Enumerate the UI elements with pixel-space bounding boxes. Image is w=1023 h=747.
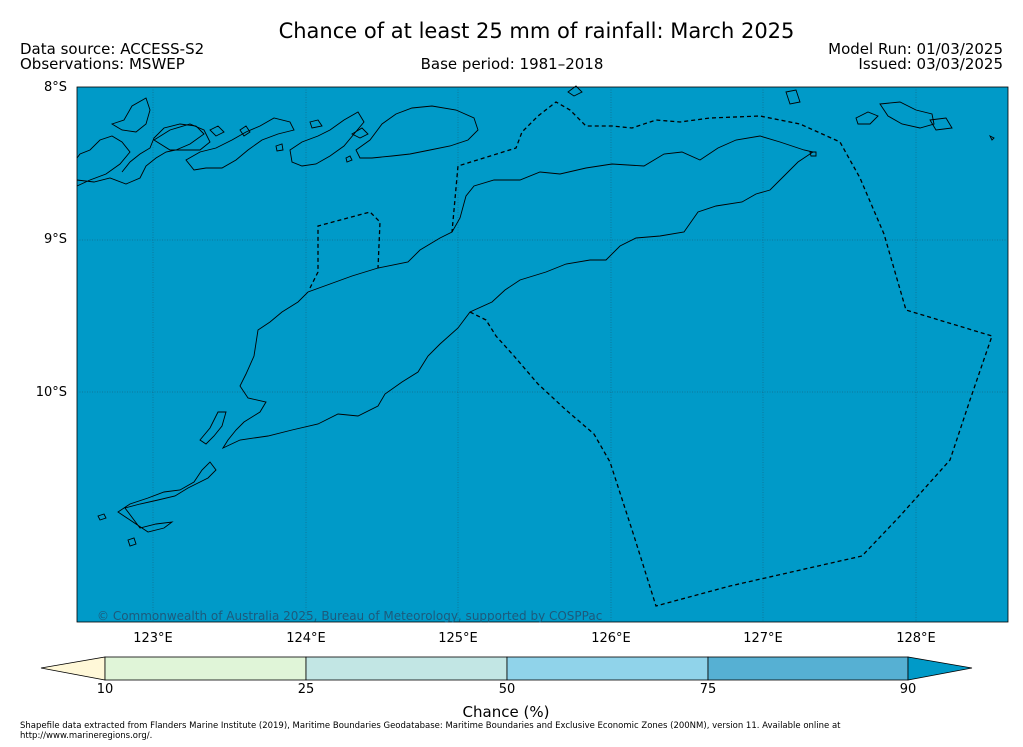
colorbar-tick-10: 10 bbox=[96, 682, 114, 697]
lat-label-8s: 8°S bbox=[43, 80, 67, 95]
small-islet-d bbox=[309, 119, 323, 129]
small-island-2 bbox=[127, 537, 137, 547]
small-islet-c bbox=[209, 125, 225, 137]
small-island-3 bbox=[97, 513, 107, 521]
colorbar-label: Chance (%) bbox=[462, 703, 550, 721]
issued-label: Issued: 03/03/2025 bbox=[858, 55, 1003, 73]
colorbar-tick-75: 75 bbox=[699, 682, 717, 697]
base-period-label: Base period: 1981–2018 bbox=[420, 55, 604, 73]
solor-island bbox=[153, 123, 211, 151]
leti-island bbox=[855, 111, 879, 125]
timor-island bbox=[221, 135, 815, 450]
jaco-islet bbox=[809, 151, 817, 157]
data-source-label: Data source: ACCESS-S2 bbox=[20, 40, 205, 58]
eez-boundary-west bbox=[309, 211, 381, 289]
copyright-notice: © Commonwealth of Australia 2025, Bureau… bbox=[97, 609, 603, 623]
coastlines bbox=[76, 85, 995, 547]
lat-label-10s: 10°S bbox=[35, 385, 67, 400]
east-islet bbox=[988, 134, 995, 141]
wetar-islet bbox=[351, 127, 369, 139]
maritime-boundaries bbox=[309, 101, 993, 607]
graticule bbox=[77, 87, 1008, 622]
small-islet-a bbox=[275, 143, 284, 152]
lon-label-125e: 125°E bbox=[438, 631, 478, 646]
adonara-island bbox=[110, 97, 151, 133]
lembata-island bbox=[185, 117, 295, 171]
lon-label-127e: 127°E bbox=[743, 631, 783, 646]
colorbar-tick-25: 25 bbox=[297, 682, 315, 697]
pantar-island bbox=[289, 111, 365, 167]
lon-label-123e: 123°E bbox=[133, 631, 173, 646]
lon-label-126e: 126°E bbox=[591, 631, 631, 646]
alor-island bbox=[355, 105, 479, 159]
colorbar-tick-90: 90 bbox=[899, 682, 917, 697]
map-title: Chance of at least 25 mm of rainfall: Ma… bbox=[278, 19, 795, 43]
kisar-island bbox=[785, 89, 801, 105]
map-panel bbox=[76, 86, 1009, 623]
lat-label-9s: 9°S bbox=[43, 232, 67, 247]
shapefile-credit: Shapefile data extracted from Flanders M… bbox=[20, 721, 841, 741]
small-island bbox=[199, 411, 227, 445]
rote-island bbox=[117, 461, 217, 533]
small-islet-e bbox=[345, 155, 353, 163]
small-islet-b bbox=[239, 125, 251, 137]
flores-island bbox=[76, 123, 205, 187]
lon-label-124e: 124°E bbox=[286, 631, 326, 646]
lakor-island bbox=[929, 117, 953, 131]
eez-boundary-east bbox=[451, 101, 993, 607]
moa-island bbox=[879, 101, 935, 129]
lon-label-128e: 128°E bbox=[896, 631, 936, 646]
model-run-label: Model Run: 01/03/2025 bbox=[828, 40, 1003, 58]
observations-label: Observations: MSWEP bbox=[20, 55, 185, 73]
colorbar-tick-50: 50 bbox=[498, 682, 516, 697]
atauro-fragment bbox=[567, 85, 583, 97]
